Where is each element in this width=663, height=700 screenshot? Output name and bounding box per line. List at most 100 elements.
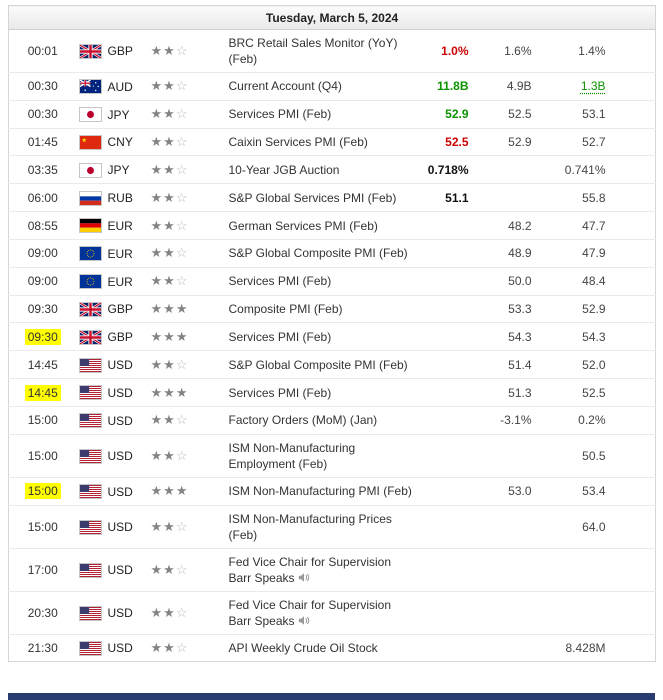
importance-star-icon: ☆ xyxy=(175,217,189,233)
event-time: 15:00 xyxy=(27,519,58,534)
previous-value: 0.741% xyxy=(564,162,606,177)
economic-calendar: Tuesday, March 5, 2024 00:01 GBP ★★☆ BRC… xyxy=(8,5,657,700)
alert-cell xyxy=(619,477,656,506)
event-link[interactable]: BRC Retail Sales Monitor (YoY) (Feb) xyxy=(228,36,398,66)
event-link[interactable]: Composite PMI (Feb) xyxy=(228,302,343,317)
forecast-value: 54.3 xyxy=(508,329,532,344)
currency-code: EUR xyxy=(107,246,133,261)
importance-star-icon: ★ xyxy=(150,412,164,428)
previous-value: 50.5 xyxy=(582,448,606,463)
event-link[interactable]: Caixin Services PMI (Feb) xyxy=(228,135,368,150)
importance-star-icon: ★ xyxy=(163,78,176,94)
event-row: 00:30 AUD ★★☆ Current Account (Q4) 11.8B… xyxy=(8,72,656,101)
importance-star-icon: ☆ xyxy=(175,161,189,177)
event-row: 01:45 CNY ★★☆ Caixin Services PMI (Feb) … xyxy=(8,128,656,157)
event-link[interactable]: Factory Orders (MoM) (Jan) xyxy=(228,413,378,428)
forecast-value: 53.0 xyxy=(508,484,532,499)
importance-star-icon: ★ xyxy=(175,483,189,499)
event-link[interactable]: Services PMI (Feb) xyxy=(228,107,332,122)
event-time: 08:55 xyxy=(27,218,58,233)
previous-value: 52.5 xyxy=(582,385,606,400)
importance-star-icon: ★ xyxy=(163,161,176,177)
previous-value: 47.7 xyxy=(582,218,606,233)
importance-stars: ★★☆ xyxy=(148,72,221,101)
alert-cell xyxy=(619,267,656,296)
calendar-table: Tuesday, March 5, 2024 00:01 GBP ★★☆ BRC… xyxy=(8,5,657,663)
importance-star-icon: ★ xyxy=(150,301,164,317)
importance-stars: ★★☆ xyxy=(148,267,221,296)
currency-code: GBP xyxy=(107,44,133,59)
importance-stars: ★★☆ xyxy=(148,100,221,129)
importance-star-icon: ★ xyxy=(150,106,164,122)
importance-star-icon: ☆ xyxy=(175,518,189,534)
alert-cell xyxy=(619,378,656,407)
currency-code: USD xyxy=(107,413,133,428)
event-time: 09:00 xyxy=(27,246,58,261)
event-row: 15:00 USD ★★☆ ISM Non-Manufacturing Pric… xyxy=(8,505,656,549)
actual-value: 1.0% xyxy=(441,44,469,58)
event-link[interactable]: Services PMI (Feb) xyxy=(228,329,332,344)
currency-code: CNY xyxy=(107,135,133,150)
alert-cell xyxy=(619,29,656,73)
alert-cell xyxy=(619,100,656,129)
event-link[interactable]: S&P Global Composite PMI (Feb) xyxy=(228,246,408,261)
event-link[interactable]: ISM Non-Manufacturing PMI (Feb) xyxy=(228,484,412,499)
forecast-value: 48.9 xyxy=(508,246,532,261)
importance-star-icon: ★ xyxy=(163,134,176,150)
event-time: 09:30 xyxy=(24,328,61,345)
china-flag-icon xyxy=(78,134,102,150)
actual-value: 11.8B xyxy=(437,79,469,94)
calendar-rows: 00:01 GBP ★★☆ BRC Retail Sales Monitor (… xyxy=(8,29,656,663)
forecast-value: -3.1% xyxy=(500,413,532,428)
event-row: 20:30 USD ★★☆ Fed Vice Chair for Supervi… xyxy=(8,591,656,635)
event-time: 17:00 xyxy=(27,562,58,577)
event-row: 17:00 USD ★★☆ Fed Vice Chair for Supervi… xyxy=(8,548,656,592)
importance-star-icon: ★ xyxy=(150,273,164,289)
event-link[interactable]: German Services PMI (Feb) xyxy=(228,218,378,233)
alert-cell xyxy=(619,155,656,185)
event-link[interactable]: Fed Vice Chair for Supervision Barr Spea… xyxy=(228,597,392,628)
event-time: 21:30 xyxy=(27,641,58,655)
event-link[interactable]: 10-Year JGB Auction xyxy=(228,162,340,177)
event-link[interactable]: S&P Global Composite PMI (Feb) xyxy=(228,357,408,372)
currency-code: RUB xyxy=(107,191,133,206)
date-header: Tuesday, March 5, 2024 xyxy=(8,5,656,30)
importance-star-icon: ★ xyxy=(150,356,164,372)
forecast-value: 52.9 xyxy=(508,135,532,150)
event-time: 14:45 xyxy=(24,384,61,401)
previous-value: 52.7 xyxy=(582,135,606,150)
importance-star-icon: ★ xyxy=(163,604,176,620)
event-row: 08:55 EUR ★★☆ German Services PMI (Feb) … xyxy=(8,211,656,240)
event-link[interactable]: Services PMI (Feb) xyxy=(228,274,332,289)
currency-code: AUD xyxy=(107,79,133,94)
currency-code: EUR xyxy=(107,218,133,233)
importance-star-icon: ★ xyxy=(150,78,164,94)
event-link[interactable]: API Weekly Crude Oil Stock xyxy=(228,641,378,655)
uk-flag-icon xyxy=(78,329,102,345)
actual-value: 51.1 xyxy=(445,190,469,205)
alert-cell xyxy=(619,72,656,101)
event-time: 00:30 xyxy=(27,107,58,122)
event-link[interactable]: Fed Vice Chair for Supervision Barr Spea… xyxy=(228,554,392,585)
event-link[interactable]: ISM Non-Manufacturing Prices (Feb) xyxy=(228,511,392,542)
event-time: 20:30 xyxy=(27,605,58,620)
previous-value: 53.1 xyxy=(582,107,606,122)
event-link[interactable]: S&P Global Services PMI (Feb) xyxy=(228,190,397,205)
alert-cell xyxy=(619,505,656,549)
event-link[interactable]: Services PMI (Feb) xyxy=(228,385,332,400)
importance-star-icon: ★ xyxy=(163,447,176,463)
alert-cell xyxy=(619,239,656,268)
event-link[interactable]: ISM Non-Manufacturing Employment (Feb) xyxy=(228,440,356,471)
actual-value: 52.5 xyxy=(445,135,469,150)
uk-flag-icon xyxy=(78,301,102,317)
forecast-value: 52.5 xyxy=(508,107,532,122)
importance-star-icon: ★ xyxy=(150,328,164,344)
us-flag-icon xyxy=(78,605,102,621)
event-link[interactable]: Current Account (Q4) xyxy=(228,79,342,94)
eu-flag-icon xyxy=(78,246,102,262)
event-time: 14:45 xyxy=(27,357,58,372)
us-flag-icon xyxy=(78,357,102,373)
importance-star-icon: ★ xyxy=(150,189,164,205)
importance-star-icon: ☆ xyxy=(175,273,189,289)
importance-star-icon: ★ xyxy=(175,384,189,400)
